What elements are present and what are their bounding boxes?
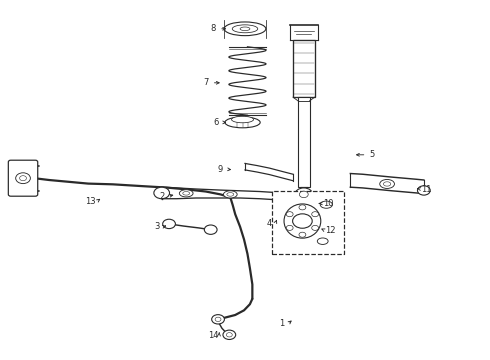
Circle shape (286, 212, 293, 217)
Ellipse shape (232, 25, 258, 33)
Ellipse shape (227, 193, 234, 196)
Text: 10: 10 (323, 199, 334, 208)
Circle shape (163, 219, 175, 229)
Text: 12: 12 (325, 226, 336, 235)
Ellipse shape (224, 22, 266, 36)
Circle shape (226, 333, 232, 337)
Circle shape (20, 176, 26, 181)
Ellipse shape (232, 116, 254, 123)
Circle shape (299, 205, 306, 210)
Circle shape (312, 225, 318, 230)
Text: 8: 8 (211, 24, 216, 33)
Circle shape (215, 317, 221, 321)
Text: 9: 9 (218, 165, 223, 174)
Ellipse shape (384, 182, 391, 186)
Text: 5: 5 (370, 150, 375, 159)
Bar (293, 40, 315, 97)
Ellipse shape (284, 204, 321, 238)
Circle shape (223, 330, 236, 339)
Circle shape (417, 186, 430, 195)
Text: 13: 13 (85, 197, 96, 206)
Circle shape (204, 225, 217, 234)
Text: 6: 6 (213, 118, 218, 127)
Ellipse shape (320, 201, 332, 208)
Ellipse shape (223, 191, 237, 198)
Circle shape (295, 188, 313, 201)
Circle shape (299, 232, 306, 237)
Text: 4: 4 (267, 219, 272, 228)
Ellipse shape (183, 192, 190, 195)
Text: 14: 14 (208, 331, 219, 340)
Text: 3: 3 (154, 222, 159, 231)
Circle shape (286, 225, 293, 230)
Ellipse shape (179, 190, 193, 197)
Ellipse shape (318, 238, 328, 244)
FancyBboxPatch shape (8, 160, 38, 196)
Text: 1: 1 (279, 320, 284, 328)
Circle shape (154, 187, 170, 199)
Ellipse shape (225, 117, 260, 128)
Circle shape (16, 173, 30, 184)
Ellipse shape (380, 180, 394, 189)
Text: 11: 11 (421, 184, 432, 194)
Circle shape (212, 315, 224, 324)
Text: 7: 7 (203, 78, 208, 87)
Ellipse shape (240, 27, 250, 31)
Circle shape (293, 214, 312, 228)
Circle shape (299, 191, 308, 198)
Circle shape (312, 212, 318, 217)
Bar (272, 191, 344, 254)
Bar (298, 97, 310, 187)
Text: 2: 2 (159, 192, 164, 201)
